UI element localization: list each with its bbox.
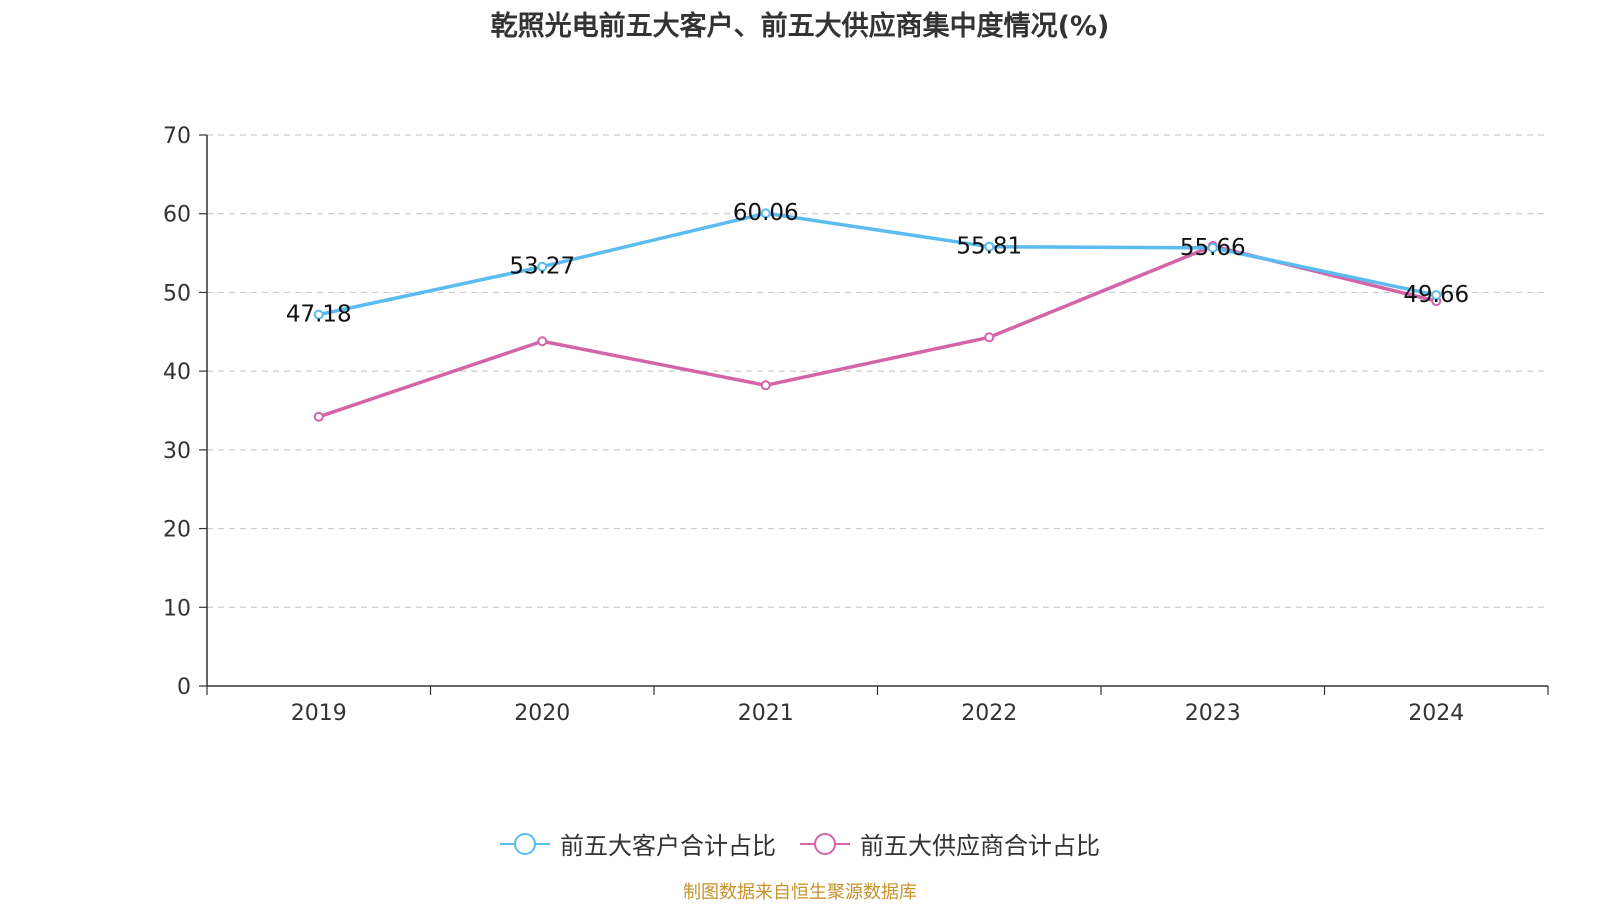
series-line	[318, 244, 1437, 419]
y-tick-label: 40	[163, 360, 191, 385]
x-tick-label: 2020	[514, 701, 570, 726]
y-tick-label: 10	[163, 596, 191, 621]
y-tick-label: 60	[163, 203, 191, 228]
x-tick-label: 2019	[291, 701, 347, 726]
chart-title: 乾照光电前五大客户、前五大供应商集中度情况(%)	[490, 11, 1110, 42]
x-tick-label: 2021	[738, 701, 794, 726]
series-line	[318, 211, 1437, 317]
data-point	[1207, 242, 1218, 253]
data-label: 55.81	[956, 234, 1022, 260]
legend-item-suppliers[interactable]: 前五大供应商合计占比	[800, 826, 1100, 861]
y-tick-label: 0	[177, 675, 191, 700]
x-tick-label: 2023	[1185, 701, 1241, 726]
data-point	[313, 309, 324, 320]
data-label: 47.18	[286, 302, 352, 328]
legend-label-suppliers: 前五大供应商合计占比	[860, 832, 1100, 860]
legend-item-customers[interactable]: 前五大客户合计占比	[500, 826, 776, 861]
legend-label-customers: 前五大客户合计占比	[560, 832, 776, 860]
legend: 前五大客户合计占比 前五大供应商合计占比	[0, 826, 1600, 861]
data-label: 60.06	[733, 200, 799, 226]
legend-marker-suppliers	[800, 832, 850, 855]
data-point	[1431, 290, 1442, 301]
data-point	[760, 208, 771, 219]
y-tick-label: 50	[163, 281, 191, 306]
y-tick-label: 70	[163, 124, 191, 149]
data-point	[537, 261, 548, 272]
data-label: 55.66	[1180, 235, 1246, 261]
y-tick-label: 20	[163, 518, 191, 543]
data-label: 49.66	[1403, 282, 1469, 308]
data-point	[984, 241, 995, 252]
data-source-note: 制图数据来自恒生聚源数据库	[683, 882, 917, 903]
x-tick-label: 2024	[1408, 701, 1464, 726]
data-label: 53.27	[509, 254, 575, 280]
data-point	[984, 332, 995, 343]
data-point	[760, 380, 771, 391]
y-tick-label: 30	[163, 439, 191, 464]
data-point	[313, 411, 324, 422]
legend-marker-customers	[500, 832, 550, 855]
x-tick-label: 2022	[961, 701, 1017, 726]
data-point	[537, 336, 548, 347]
